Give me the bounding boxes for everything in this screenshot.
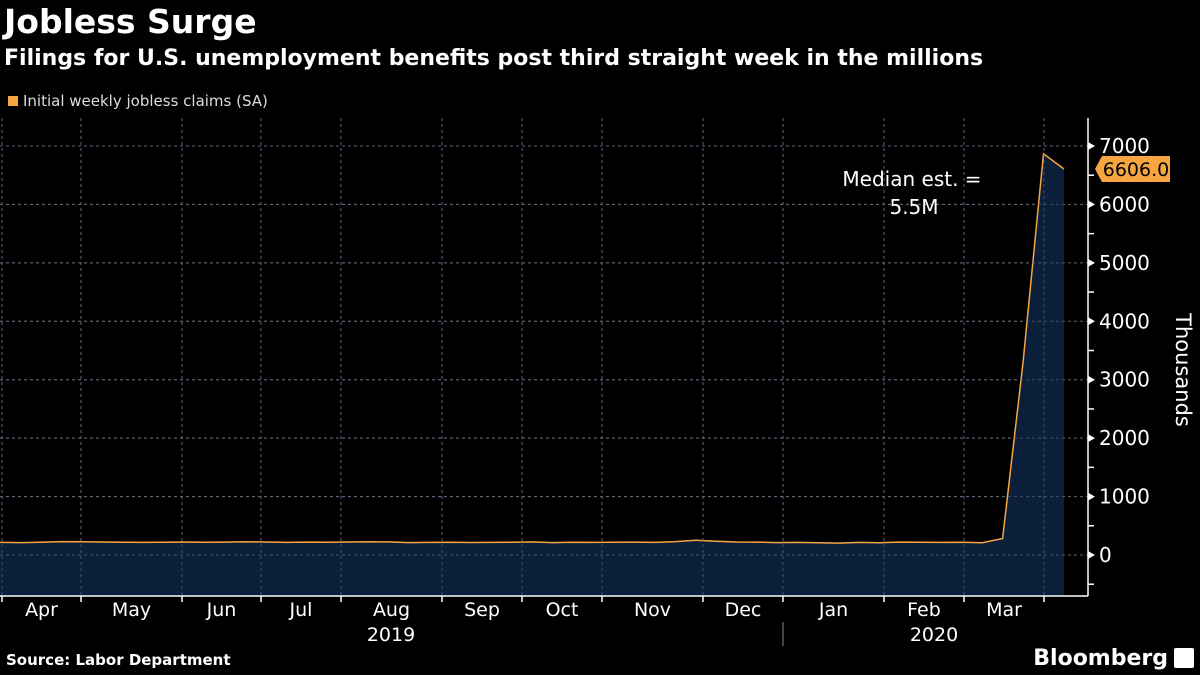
x-tick-label: Jul [289, 599, 313, 621]
y-tick-marker [1088, 492, 1095, 501]
y-tick-label: 5000 [1099, 251, 1150, 275]
last-value-badge [1095, 156, 1170, 183]
x-tick-label: Feb [907, 599, 941, 621]
data-points [0, 153, 1065, 544]
y-tick-marker [1088, 142, 1095, 150]
legend: Initial weekly jobless claims (SA) [8, 92, 268, 110]
y-tick-marker [1088, 258, 1095, 267]
y-tick-label: 6000 [1099, 192, 1150, 216]
y-axis-label: Thousands [1171, 312, 1195, 427]
y-tick-label: 0 [1099, 543, 1112, 567]
year-label: 2020 [910, 624, 958, 646]
x-tick-label: Jan [818, 599, 848, 621]
x-tick-label: Jun [206, 599, 237, 621]
y-tick-marker [1088, 434, 1095, 443]
legend-label: Initial weekly jobless claims (SA) [23, 92, 268, 110]
x-tick-label: Aug [373, 599, 410, 621]
y-tick-marker [1088, 375, 1095, 384]
y-tick-label: 3000 [1099, 368, 1150, 392]
bloomberg-chart-icon [1174, 648, 1194, 668]
legend-swatch [8, 96, 18, 106]
x-tick-labels: Apr May Jun Jul Aug Sep Oct Nov Dec Jan Feb Mar 2019… [25, 599, 1022, 646]
chart-subtitle: Filings for U.S. unemployment benefits p… [4, 46, 984, 71]
x-tick-label: May [112, 599, 151, 621]
annotation-line-1: Median est. = [842, 167, 981, 191]
year-label: 2019 [367, 624, 415, 646]
last-value-label: 6606.0 [1095, 156, 1170, 183]
y-tick-marker [1088, 551, 1095, 559]
grid-overlay [0, 118, 1064, 596]
bloomberg-logo: Bloomberg [1033, 646, 1168, 671]
y-tick-label: 4000 [1099, 309, 1150, 333]
x-tick-label: Apr [25, 599, 58, 621]
last-value-text: 6606.0 [1103, 159, 1169, 181]
annotation-line-2: 5.5M [889, 195, 938, 219]
x-tick-label: Dec [725, 599, 762, 621]
y-tick-labels: 0 1000 2000 3000 4000 5000 6000 7000 [1088, 134, 1150, 567]
x-tick-label: Mar [986, 599, 1022, 621]
source-note: Source: Labor Department [6, 651, 231, 669]
y-tick-marker [1088, 317, 1095, 326]
x-tick-label: Nov [634, 599, 671, 621]
y-tick-label: 7000 [1099, 134, 1150, 158]
x-tick-label: Sep [464, 599, 500, 621]
y-tick-marker [1088, 200, 1095, 209]
chart-title: Jobless Surge [4, 2, 257, 41]
y-tick-label: 1000 [1099, 485, 1150, 509]
series-area [0, 153, 1064, 597]
y-tick-label: 2000 [1099, 426, 1150, 450]
x-tick-label: Oct [546, 599, 579, 621]
axes [0, 118, 1094, 646]
